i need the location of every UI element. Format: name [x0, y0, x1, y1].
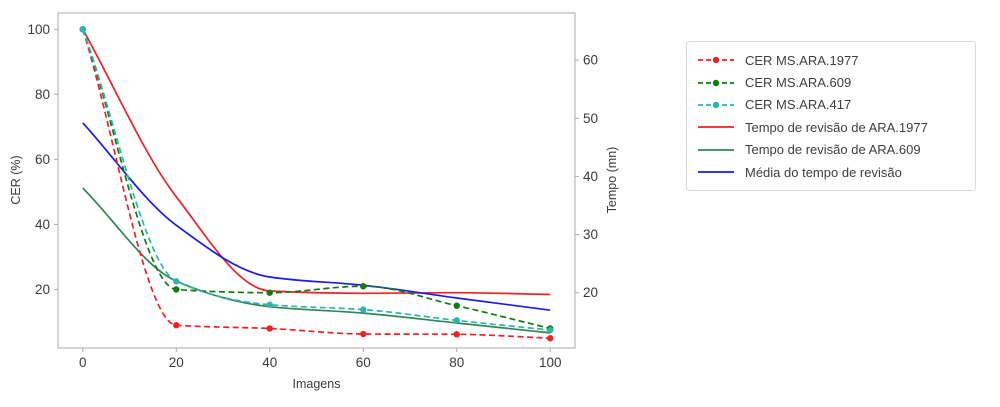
series-line-m-dia-do-tempo-de-revis-o [82, 122, 551, 312]
data-point-cer-ms-ara-417 [79, 26, 86, 33]
left-y-tick-label: 100 [27, 22, 50, 37]
data-point-cer-ms-ara-417 [173, 278, 180, 285]
legend-label: Média do tempo de revisão [745, 164, 902, 180]
left-y-tick-label: 60 [35, 152, 50, 167]
legend-item-tempo-de-revis-o-de-ara-1977: Tempo de revisão de ARA.1977 [697, 116, 961, 138]
data-point-cer-ms-ara-417 [266, 301, 273, 308]
x-tick-label: 0 [79, 355, 87, 370]
legend-item-cer-ms-ara-609: CER MS.ARA.609 [697, 71, 961, 93]
left-y-tick-label: 80 [35, 87, 50, 102]
right-y-axis-label: Tempo (mn) [605, 146, 619, 214]
legend-swatch-icon [698, 101, 734, 109]
legend-label: Tempo de revisão de ARA.1977 [745, 119, 928, 135]
data-point-cer-ms-ara-1977 [547, 335, 554, 342]
legend-label: CER MS.ARA.1977 [745, 52, 859, 68]
legend: CER MS.ARA.1977 CER MS.ARA.609 CER MS.ARA.… [686, 41, 976, 192]
left-y-tick-label: 40 [35, 217, 50, 232]
right-y-tick-label: 40 [583, 169, 598, 184]
legend-swatch-icon [698, 126, 734, 129]
legend-swatch-icon [698, 79, 734, 86]
left-y-tick-label: 20 [35, 282, 50, 297]
data-point-cer-ms-ara-1977 [173, 322, 180, 329]
x-tick-label: 60 [356, 355, 371, 370]
left-y-axis-label: CER (%) [9, 155, 23, 205]
legend-swatch-icon [698, 148, 734, 151]
legend-item-tempo-de-revis-o-de-ara-609: Tempo de revisão de ARA.609 [697, 139, 961, 161]
x-tick-label: 40 [262, 355, 277, 370]
legend-item-cer-ms-ara-417: CER MS.ARA.417 [697, 94, 961, 116]
x-tick-label: 100 [539, 355, 562, 370]
legend-swatch-icon [698, 56, 734, 64]
data-point-cer-ms-ara-609 [453, 302, 460, 309]
series-line-tempo-de-revis-o-de-ara-1977 [82, 28, 551, 296]
legend-label: Tempo de revisão de ARA.609 [745, 142, 921, 158]
data-point-cer-ms-ara-1977 [360, 330, 367, 338]
legend-label: CER MS.ARA.417 [745, 97, 852, 113]
right-y-tick-label: 60 [583, 53, 598, 68]
x-tick-label: 80 [449, 355, 464, 370]
data-point-cer-ms-ara-417 [547, 326, 554, 334]
data-point-cer-ms-ara-417 [360, 306, 367, 313]
series-line-cer-ms-ara-609 [81, 29, 551, 330]
legend-item-cer-ms-ara-1977: CER MS.ARA.1977 [697, 49, 961, 71]
x-axis-label: Imagens [292, 377, 341, 391]
right-y-tick-label: 30 [583, 227, 598, 242]
plot-frame [57, 12, 576, 349]
data-point-cer-ms-ara-417 [453, 317, 460, 324]
data-point-cer-ms-ara-609 [173, 286, 180, 293]
x-tick-label: 20 [169, 355, 184, 370]
data-point-cer-ms-ara-609 [266, 289, 273, 296]
legend-item-m-dia-do-tempo-de-revis-o: Média do tempo de revisão [697, 161, 961, 183]
data-point-cer-ms-ara-609 [360, 283, 367, 290]
series-line-cer-ms-ara-417 [82, 29, 551, 331]
data-point-cer-ms-ara-1977 [266, 325, 273, 332]
data-point-cer-ms-ara-1977 [453, 331, 460, 338]
legend-label: CER MS.ARA.609 [745, 75, 852, 91]
right-y-tick-label: 20 [583, 285, 598, 300]
right-y-tick-label: 50 [583, 111, 598, 126]
legend-swatch-icon [698, 171, 734, 173]
